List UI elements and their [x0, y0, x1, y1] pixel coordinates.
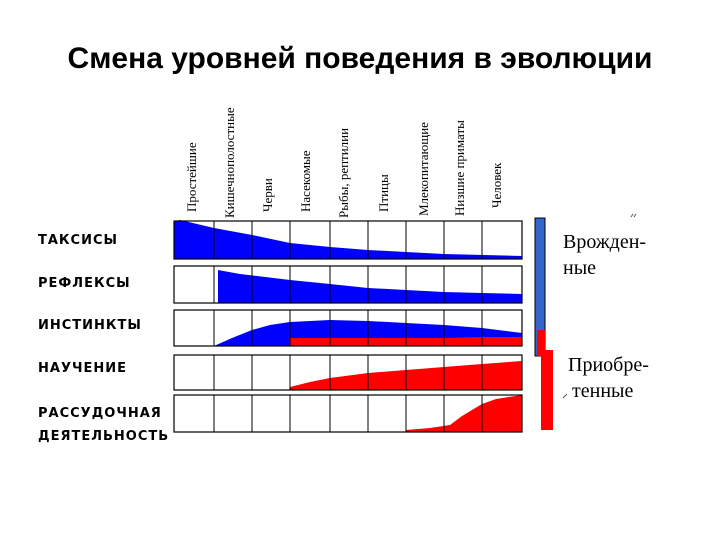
reasoning-acquired-area	[406, 395, 522, 432]
reasoning-grid	[173, 394, 523, 433]
acquired-indicator-bar-upper	[537, 330, 545, 356]
row-label-reasoning-line2: ДЕЯТЕЛЬНОСТЬ	[38, 429, 170, 444]
side-indicator	[534, 217, 553, 430]
row-reasoning	[173, 394, 523, 433]
decorative-ticks	[562, 213, 637, 399]
row-instincts	[173, 309, 523, 347]
learning-grid	[173, 354, 523, 391]
innate-label-line2: ные	[563, 257, 597, 279]
taxes-innate-area	[174, 220, 522, 259]
row-reflexes	[173, 265, 523, 304]
row-learning	[173, 354, 523, 391]
row-label-taxes: ТАКСИСЫ	[38, 233, 118, 248]
reflexes-innate-area	[218, 270, 522, 303]
instincts-grid	[173, 309, 523, 347]
row-label-reasoning-line1: РАССУДОЧНАЯ	[38, 406, 162, 421]
page-title: Смена уровней поведения в эволюции	[67, 42, 653, 75]
row-label-instincts: ИНСТИНКТЫ	[38, 318, 142, 333]
row-label-reflexes: РЕФЛЕКСЫ	[38, 276, 131, 291]
acquired-indicator-bar	[541, 350, 553, 430]
acquired-label-line1: Приобре-	[568, 354, 649, 376]
reflexes-grid	[173, 265, 523, 304]
taxes-grid	[173, 220, 523, 260]
acquired-label-line2: тенные	[572, 380, 634, 402]
row-taxes	[173, 220, 523, 260]
row-label-learning: НАУЧЕНИЕ	[38, 361, 127, 376]
innate-label-line1: Врожден-	[563, 231, 647, 253]
